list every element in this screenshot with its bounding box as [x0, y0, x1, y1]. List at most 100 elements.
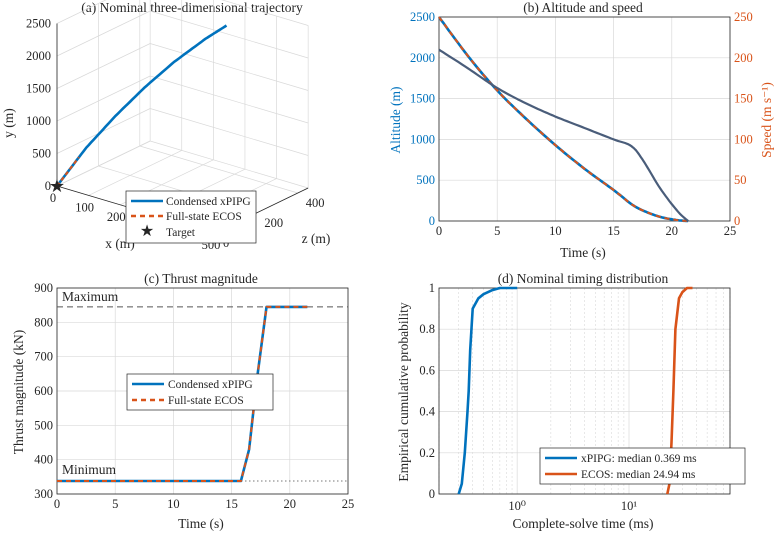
axes-frame	[56, 287, 349, 495]
panel-d-title: (d) Nominal timing distribution	[498, 271, 669, 286]
x-tick-label: 5	[494, 224, 500, 238]
x-tick-label: 10	[167, 497, 180, 511]
panel-a-legend: Condensed xPIPG Full-state ECOS ★ Target	[125, 190, 257, 244]
y-tick-label: 900	[34, 281, 53, 295]
y-tick-label: 1	[429, 281, 435, 295]
y-tick-label: 0.8	[419, 322, 435, 336]
x-tick-label: 25	[342, 497, 355, 511]
y-tick-label: 600	[34, 384, 53, 398]
y-tick-label: 0.6	[419, 363, 435, 377]
panel-d-xlabel: Complete-solve time (ms)	[513, 516, 654, 531]
y2-tick-label: 200	[734, 51, 753, 65]
x-tick-label: 25	[724, 224, 737, 238]
grid-y-sidewall	[150, 140, 309, 189]
x-tick-label: 15	[607, 224, 620, 238]
grid-y-backwall	[56, 10, 151, 57]
y-tick-label: 300	[34, 487, 53, 501]
panel-c-legend-xpipg: Condensed xPIPG	[168, 379, 253, 391]
x-tick-label: 0	[54, 497, 60, 511]
x-tick-label: 100	[75, 200, 94, 214]
trajectory-xpipg-line	[55, 24, 228, 187]
y-tick-label: 800	[34, 315, 53, 329]
panel-c-minimum-label: Minimum	[62, 462, 117, 477]
x-tick-label: 15	[225, 497, 238, 511]
panel-d-plot: 0 0.2 0.4 0.6 0.8 1 10⁰ 10¹ Complete-solve time…	[396, 281, 746, 531]
panel-a-legend-star-icon: ★	[140, 223, 154, 240]
y-tick-label: 1000	[410, 132, 435, 146]
z-tick-label: 400	[306, 196, 325, 210]
panel-b-xlabel: Time (s)	[560, 245, 606, 260]
x-tick-label: 20	[284, 497, 297, 511]
y-tick-label: 0	[429, 487, 435, 501]
y-tick-label: 500	[34, 418, 53, 432]
y-tick-label: 2000	[410, 51, 435, 65]
x-tick-label: 10¹	[621, 499, 638, 513]
panel-a-legend-ecos: Full-state ECOS	[166, 211, 242, 223]
y-tick-label: 2000	[26, 49, 51, 63]
y-tick-label: 0	[45, 179, 51, 193]
grid-floor-x	[56, 140, 151, 187]
speed-line	[438, 48, 689, 222]
grid-floor-z	[139, 145, 298, 194]
panel-a-zlabel: z (m)	[302, 231, 331, 246]
panel-c-maximum-label: Maximum	[62, 289, 119, 304]
panel-b-title: (b) Altitude and speed	[523, 0, 643, 15]
x-tick-label: 0	[436, 224, 442, 238]
panel-a-3d-plot: 0100200300400500020040005001000150020002…	[1, 0, 330, 252]
y2-tick-label: 100	[734, 132, 753, 146]
y2-tick-label: 150	[734, 92, 753, 106]
panel-c-legend: Condensed xPIPG Full-state ECOS	[126, 373, 274, 411]
x-tick-label: 20	[666, 224, 679, 238]
target-star-marker: ★	[49, 176, 65, 196]
cdf-xpipg-line	[457, 286, 518, 495]
panel-a-ylabel: y (m)	[1, 108, 16, 138]
panel-c-xlabel: Time (s)	[178, 516, 224, 531]
panel-a-legend-target: Target	[166, 227, 196, 239]
grid-y-backwall	[56, 108, 151, 154]
y-tick-label: 500	[32, 147, 51, 161]
grid-floor-x	[88, 150, 182, 196]
panel-a-legend-xpipg: Condensed xPIPG	[166, 196, 251, 208]
panel-c-title: (c) Thrust magnitude	[144, 271, 258, 286]
panel-a-title: (a) Nominal three-dimensional trajectory	[81, 0, 303, 15]
y-tick-label: 500	[416, 173, 435, 187]
y-tick-label: 2500	[26, 17, 51, 31]
y-tick-label: 2500	[410, 10, 435, 24]
grid-y-sidewall	[150, 75, 309, 124]
panel-c-ylabel: Thrust magnitude (kN)	[11, 330, 26, 454]
panel-c-plot: 0 5 10 15 20 25 300 400 500 600 700 800 900 Time (s)…	[11, 281, 354, 531]
y2-tick-label: 50	[734, 173, 747, 187]
grid-y-backwall	[56, 43, 151, 89]
panel-b-plot: 0 5 10 15 20 250 500 1000 1500 2000 2500 0 50 100 150 2…	[388, 10, 774, 260]
grid-y-backwall	[56, 75, 151, 122]
panel-b-ylabel: Altitude (m)	[388, 86, 403, 153]
grid-y-backwall	[56, 0, 107, 24]
panel-d-legend: xPIPG: median 0.369 ms ECOS: median 24.9…	[539, 447, 746, 485]
grid-y-sidewall	[221, 0, 309, 26]
y-tick-label: 0.2	[419, 446, 435, 460]
grid-y-sidewall	[150, 10, 309, 59]
x-tick-label: 5	[112, 497, 118, 511]
x-tick-label: 200	[107, 210, 126, 224]
panel-d-ylabel: Empirical cumulative probability	[396, 302, 411, 481]
z-tick-label: 200	[264, 216, 283, 230]
y2-tick-label: 250	[734, 10, 753, 24]
y-tick-label: 1500	[410, 92, 435, 106]
thrust-ecos-line	[57, 305, 308, 482]
y-tick-label: 400	[34, 453, 53, 467]
panel-c-legend-ecos: Full-state ECOS	[168, 395, 244, 407]
trajectory-ecos-line	[56, 156, 80, 187]
panel-b-y2label: Speed (m s⁻¹)	[759, 82, 774, 158]
grid-y-sidewall	[150, 108, 309, 156]
y-tick-label: 0	[429, 214, 435, 228]
y-tick-label: 700	[34, 350, 53, 364]
y-tick-label: 1500	[26, 82, 51, 96]
x-tick-label: 0	[50, 191, 56, 205]
x-tick-label: 10	[549, 224, 562, 238]
y-tick-label: 0.4	[419, 405, 435, 419]
grid-y-sidewall	[150, 43, 309, 91]
x-tick-label: 10⁰	[508, 499, 526, 513]
y-tick-label: 1000	[26, 114, 51, 128]
axes-frame	[438, 16, 731, 222]
